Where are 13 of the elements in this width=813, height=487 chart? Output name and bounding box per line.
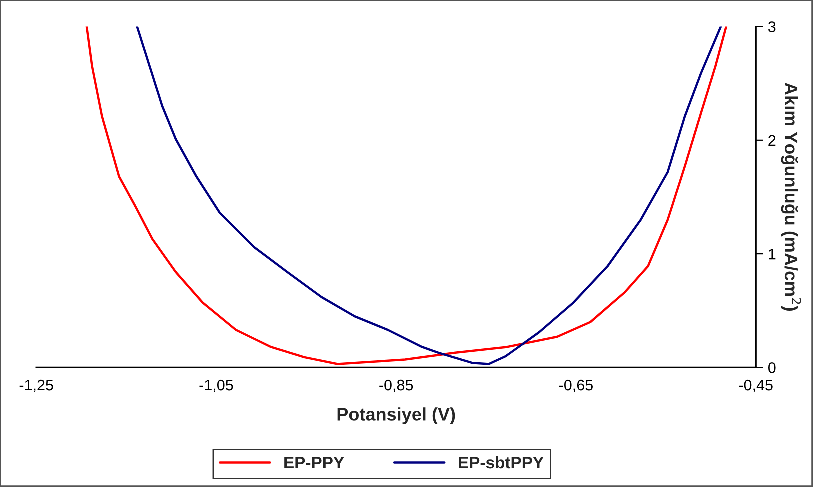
x-tick-label: -1,25: [20, 380, 54, 393]
y-tick-label: 2: [768, 135, 776, 146]
y-tick-label: 0: [768, 362, 776, 374]
x-tick-label: -0,65: [559, 380, 593, 393]
x-tick-label: -0,85: [380, 380, 414, 393]
y-tick-label: 1: [769, 249, 776, 260]
y-axis-title: Akım Yoğunluğu (mA/cm$^{2}$): [781, 82, 802, 311]
legend-label: EP-PPY: [284, 457, 344, 469]
x-tick-label: -1,05: [200, 380, 234, 393]
legend-label: EP-sbtPPY: [459, 456, 544, 469]
x-axis-title: Potansiyel (V): [338, 408, 456, 424]
y-tick-label: 3: [768, 22, 776, 32]
x-tick-label: -0,45: [739, 380, 773, 393]
